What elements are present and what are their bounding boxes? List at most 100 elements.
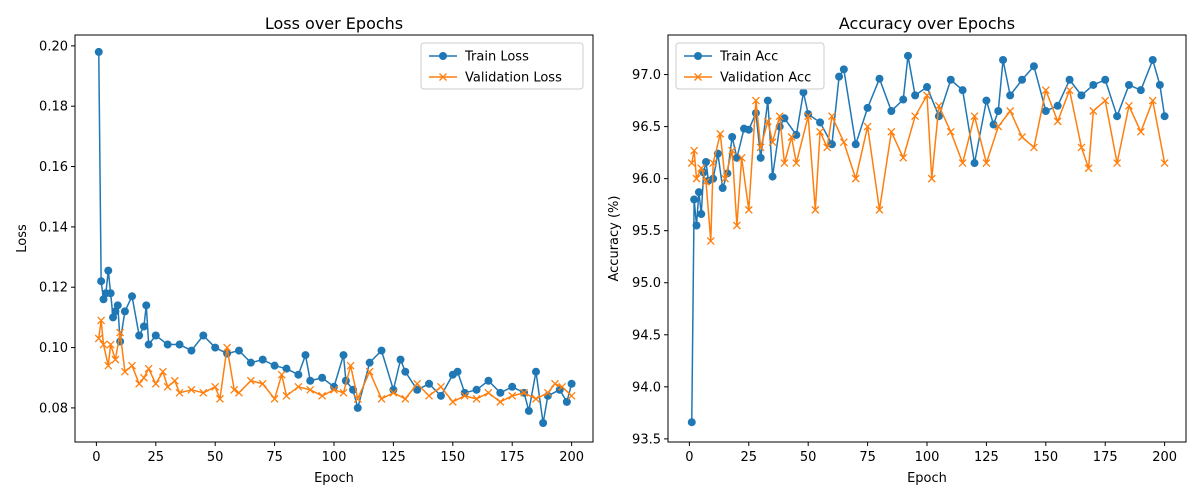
data-point [128, 361, 136, 370]
data-point [270, 361, 279, 370]
data-point [139, 373, 148, 382]
legend-label: Validation Acc [720, 71, 811, 86]
data-point [994, 122, 1003, 131]
legend-marker [694, 73, 702, 81]
data-point [377, 394, 386, 403]
data-point [539, 418, 548, 427]
data-point [1084, 164, 1093, 173]
data-point [106, 289, 115, 298]
data-point [1029, 143, 1038, 152]
data-point [706, 237, 715, 246]
data-point [142, 301, 151, 310]
data-point [277, 370, 286, 379]
data-point [1124, 80, 1133, 89]
data-point [199, 388, 208, 397]
data-point [389, 385, 398, 394]
data-point [144, 364, 153, 373]
data-point [1113, 112, 1122, 121]
data-point [120, 307, 129, 316]
data-point [532, 394, 540, 403]
data-point [702, 157, 711, 166]
y-tick-label: 96.0 [632, 172, 661, 187]
data-point [804, 112, 813, 121]
data-point [989, 120, 998, 129]
x-tick-label: 50 [207, 450, 224, 465]
data-point [751, 96, 760, 105]
data-point [425, 379, 434, 388]
data-point [94, 334, 103, 343]
data-point [436, 391, 445, 400]
data-point [543, 388, 552, 397]
legend-label: Train Acc [719, 50, 778, 65]
data-point [923, 91, 931, 100]
data-point [1160, 112, 1169, 121]
data-point [258, 379, 267, 388]
data-point [353, 394, 362, 403]
data-point [792, 159, 801, 167]
data-point [690, 195, 699, 204]
data-point [99, 340, 108, 349]
data-point [716, 129, 725, 138]
data-point [104, 361, 113, 370]
y-tick-label: 0.08 [39, 401, 68, 416]
data-point [104, 266, 113, 275]
data-point [911, 91, 920, 100]
data-point [827, 112, 836, 121]
data-point [425, 391, 434, 400]
data-point [934, 101, 943, 110]
data-point [899, 95, 908, 104]
data-point [109, 313, 118, 322]
data-point [567, 391, 576, 400]
data-point [199, 331, 208, 340]
data-point [697, 210, 706, 219]
data-point [1101, 75, 1110, 84]
x-tick-label: 125 [381, 450, 406, 465]
y-tick-label: 94.5 [632, 328, 661, 343]
y-axis-title: Accuracy (%) [607, 196, 622, 282]
data-point [113, 301, 122, 310]
y-tick-label: 0.16 [39, 160, 68, 175]
data-point [875, 74, 884, 83]
data-point [396, 355, 405, 364]
data-point [448, 397, 457, 406]
data-point [1041, 106, 1050, 115]
data-point [106, 340, 115, 349]
data-point [330, 385, 338, 394]
data-point [799, 88, 808, 97]
data-point [562, 397, 571, 406]
data-point [1136, 86, 1145, 95]
accuracy-chart: Accuracy over Epochs 0 25 50 75 100 125 150 175 2… [607, 14, 1187, 486]
data-point [339, 351, 348, 360]
y-tick-label: 96.5 [632, 120, 661, 135]
data-point [1018, 133, 1027, 141]
data-point [484, 388, 493, 397]
legend-marker [439, 73, 447, 81]
data-point [413, 379, 422, 388]
data-point [687, 159, 696, 167]
data-point [744, 125, 753, 134]
data-point [899, 153, 908, 162]
data-point [163, 340, 172, 349]
data-point [851, 174, 860, 183]
data-point [887, 106, 896, 115]
data-point [958, 86, 967, 95]
data-point [994, 106, 1003, 115]
y-tick-label: 0.20 [39, 39, 68, 54]
data-point [690, 146, 699, 155]
data-point [744, 205, 753, 214]
data-point [472, 394, 481, 403]
legend-marker [694, 52, 702, 60]
x-axis-title: Epoch [907, 471, 947, 486]
data-point [389, 388, 398, 397]
data-point [923, 83, 931, 92]
data-point [453, 367, 462, 376]
data-point [318, 391, 327, 400]
data-point [694, 188, 703, 197]
data-point [780, 159, 789, 167]
data-point [215, 394, 224, 403]
series-validation [94, 316, 576, 406]
data-point [413, 385, 422, 394]
data-point [756, 153, 765, 162]
data-point [187, 385, 196, 394]
data-point [756, 143, 765, 152]
